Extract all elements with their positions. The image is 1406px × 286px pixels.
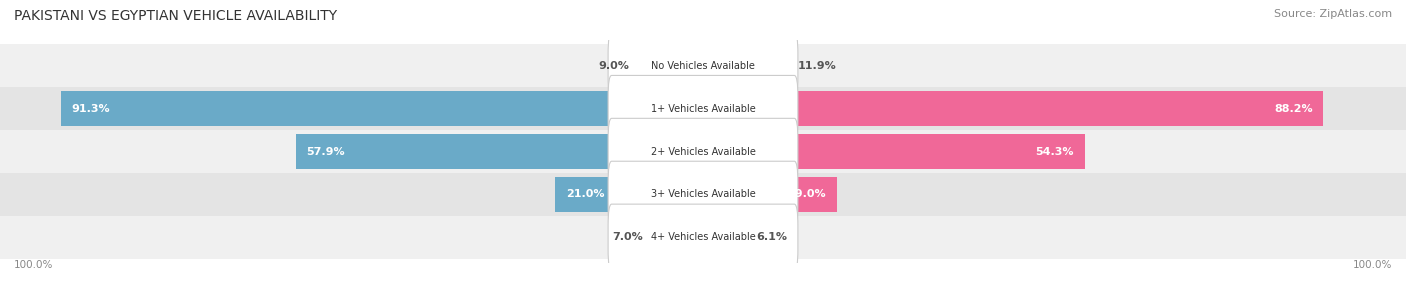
FancyBboxPatch shape [609,204,799,271]
Text: 3+ Vehicles Available: 3+ Vehicles Available [651,190,755,199]
Bar [703,177,837,212]
Bar [0,216,1406,259]
FancyBboxPatch shape [609,33,799,99]
Text: 57.9%: 57.9% [307,147,344,156]
Text: 2+ Vehicles Available: 2+ Vehicles Available [651,147,755,156]
Bar [654,220,703,255]
FancyBboxPatch shape [609,118,799,185]
Bar [0,44,1406,87]
Bar [703,220,747,255]
Text: 1+ Vehicles Available: 1+ Vehicles Available [651,104,755,114]
Text: 88.2%: 88.2% [1274,104,1313,114]
Text: 21.0%: 21.0% [565,190,605,199]
Text: 19.0%: 19.0% [787,190,827,199]
Text: 4+ Vehicles Available: 4+ Vehicles Available [651,233,755,242]
Text: 100.0%: 100.0% [14,260,53,270]
Text: 11.9%: 11.9% [797,61,837,71]
Bar [703,134,1085,169]
Bar [640,48,703,83]
Bar [0,87,1406,130]
Bar [0,173,1406,216]
Bar [555,177,703,212]
Bar [297,134,703,169]
Text: 6.1%: 6.1% [756,233,787,242]
Text: 9.0%: 9.0% [599,61,630,71]
Bar [703,48,787,83]
Text: 100.0%: 100.0% [1353,260,1392,270]
Text: 54.3%: 54.3% [1036,147,1074,156]
Text: PAKISTANI VS EGYPTIAN VEHICLE AVAILABILITY: PAKISTANI VS EGYPTIAN VEHICLE AVAILABILI… [14,9,337,23]
Text: No Vehicles Available: No Vehicles Available [651,61,755,71]
Text: Source: ZipAtlas.com: Source: ZipAtlas.com [1274,9,1392,19]
Text: 7.0%: 7.0% [613,233,644,242]
FancyBboxPatch shape [609,76,799,142]
Text: 91.3%: 91.3% [72,104,110,114]
Bar [60,91,703,126]
FancyBboxPatch shape [609,161,799,228]
Bar [703,91,1323,126]
Bar [0,130,1406,173]
